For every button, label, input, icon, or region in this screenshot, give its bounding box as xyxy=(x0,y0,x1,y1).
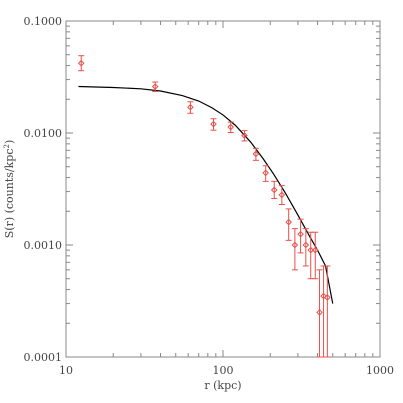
data-point xyxy=(278,184,286,205)
data-point-marker xyxy=(324,294,331,301)
data-point xyxy=(291,228,299,271)
data-point xyxy=(311,231,319,280)
data-point xyxy=(297,218,304,254)
data-point xyxy=(241,130,248,142)
x-tick-label: 100 xyxy=(213,364,234,377)
data-point xyxy=(285,208,292,241)
data-point-marker xyxy=(307,246,315,254)
data-point-marker xyxy=(151,83,159,90)
y-tick-label: 0.0100 xyxy=(24,127,63,140)
data-point-marker xyxy=(297,230,304,238)
data-point-marker xyxy=(210,120,217,128)
data-point-marker xyxy=(227,123,235,131)
y-tick-label: 0.0001 xyxy=(24,351,63,364)
data-point xyxy=(77,55,85,72)
data-point xyxy=(262,165,269,182)
plot-frame xyxy=(65,20,381,358)
y-axis-title-close: ) xyxy=(3,140,16,144)
y-tick-label: 0.1000 xyxy=(24,15,63,28)
data-point xyxy=(210,118,217,131)
data-point-marker xyxy=(262,169,269,177)
y-axis-title-main: S(r) (counts/kpc xyxy=(3,149,16,239)
data-point-marker xyxy=(302,241,310,249)
y-axis-title: S(r) (counts/kpc2) xyxy=(3,140,16,239)
data-point-marker xyxy=(187,103,194,111)
data-point-marker xyxy=(316,309,323,316)
data-point-marker xyxy=(252,150,260,158)
data-point xyxy=(324,265,331,358)
x-tick-label: 1000 xyxy=(366,364,394,377)
y-tick-label: 0.0010 xyxy=(24,239,63,252)
data-point xyxy=(151,81,159,92)
data-point-marker xyxy=(291,241,299,249)
data-point-marker xyxy=(311,246,319,254)
data-point xyxy=(227,121,235,134)
data-point-marker xyxy=(278,191,286,199)
model-fit-curve xyxy=(78,85,334,304)
x-axis-title: r (kpc) xyxy=(204,379,241,392)
data-point-marker xyxy=(285,218,292,226)
data-point-marker xyxy=(270,186,278,194)
y-axis-title-superscript: 2 xyxy=(3,144,11,148)
data-point-marker xyxy=(241,132,248,139)
data-point-marker xyxy=(320,292,327,300)
data-point-marker xyxy=(77,59,85,67)
data-point xyxy=(307,231,315,280)
data-point xyxy=(252,147,260,161)
data-point xyxy=(302,228,310,267)
data-point xyxy=(316,269,323,358)
data-point xyxy=(187,101,194,114)
data-point xyxy=(270,180,278,200)
x-tick-label: 10 xyxy=(59,364,73,377)
